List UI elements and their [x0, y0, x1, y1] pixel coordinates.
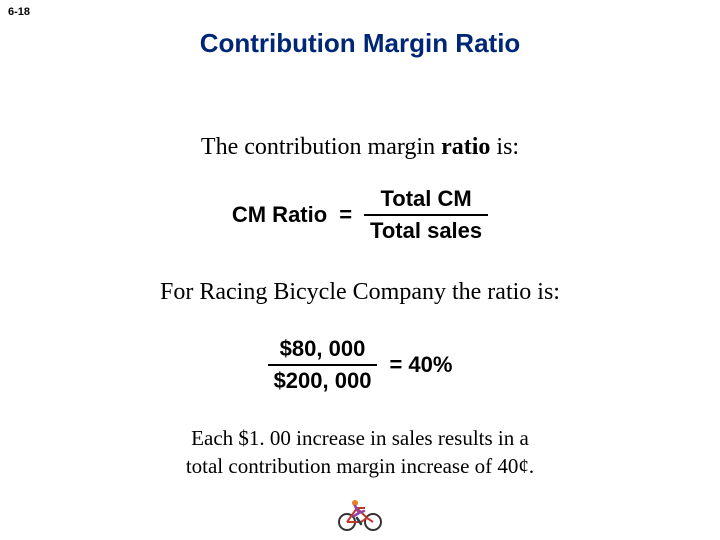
- formula-definition: CM Ratio = Total CM Total sales: [0, 186, 720, 244]
- slide-title: Contribution Margin Ratio: [0, 0, 720, 79]
- closing-line-2: total contribution margin increase of 40…: [186, 454, 534, 478]
- company-line: For Racing Bicycle Company the ratio is:: [0, 279, 720, 306]
- formula-numerator: Total CM: [374, 186, 477, 214]
- calc-denominator: $200, 000: [268, 366, 378, 394]
- intro-ratio-word: ratio: [441, 134, 490, 160]
- calc-numerator: $80, 000: [274, 336, 372, 364]
- closing-text: Each $1. 00 increase in sales results in…: [0, 424, 720, 481]
- intro-suffix: is:: [490, 134, 519, 160]
- calc-result: = 40%: [389, 352, 452, 378]
- bicycle-icon: [335, 496, 385, 532]
- calculation-row: $80, 000 $200, 000 = 40%: [0, 336, 720, 394]
- intro-text: The contribution margin ratio is:: [0, 134, 720, 161]
- intro-prefix: The contribution margin: [201, 134, 441, 160]
- formula-label: CM Ratio: [232, 202, 327, 228]
- formula-equals: =: [339, 202, 352, 228]
- formula-denominator: Total sales: [364, 216, 488, 244]
- closing-line-1: Each $1. 00 increase in sales results in…: [191, 426, 529, 450]
- page-number: 6-18: [8, 6, 30, 18]
- formula-fraction: Total CM Total sales: [364, 186, 488, 244]
- calc-fraction: $80, 000 $200, 000: [268, 336, 378, 394]
